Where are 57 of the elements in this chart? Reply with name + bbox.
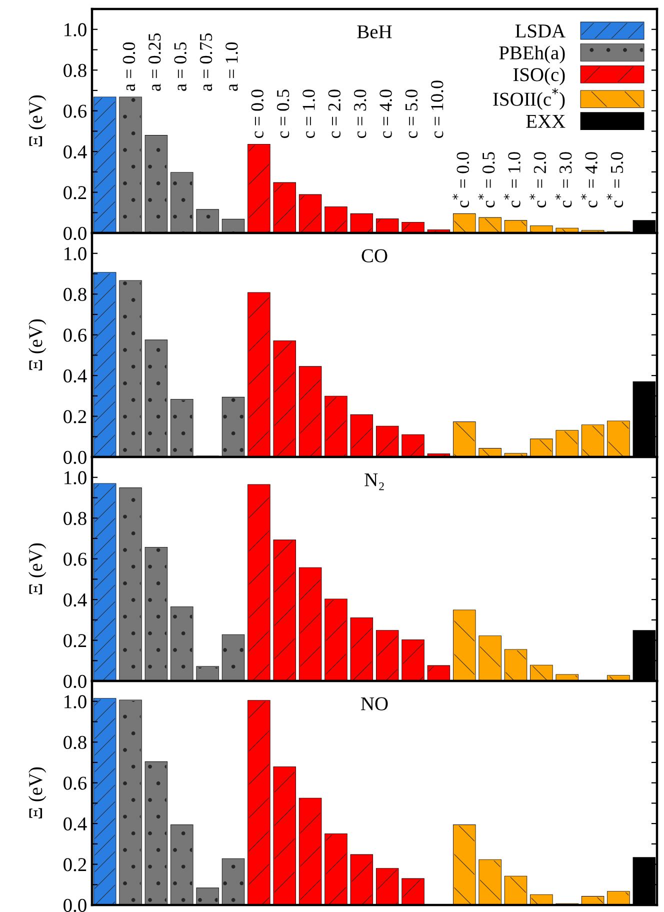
- y-tick-label: 0.0: [64, 226, 86, 240]
- x-tick-label: c = 0.0: [251, 90, 264, 138]
- text: CO: [362, 249, 388, 262]
- y-tick-label: 0.4: [64, 593, 87, 607]
- y-tick-label: 0.2: [64, 186, 86, 200]
- legend-label: LSDA: [515, 24, 566, 38]
- x-tick-label: c = 3.0: [354, 90, 366, 138]
- y-tick-label: 0.4: [64, 369, 87, 383]
- y-tick-label: 0.6: [64, 104, 87, 118]
- legend-label: ISOII(c$^{*}$): [493, 88, 565, 110]
- y-tick-label: 0.8: [64, 64, 86, 78]
- x-tick-label: c = 4.0: [380, 90, 392, 138]
- legend-label: PBEh(a): [499, 46, 565, 64]
- y-tick-label: 1.0: [64, 471, 86, 484]
- x-tick-label: c$^{*}$ = 1.0: [504, 152, 520, 208]
- y-axis-title: Ξ (eV): [28, 543, 46, 594]
- y-tick-label: 1.0: [64, 23, 86, 36]
- x-tick-label: a = 1.0: [226, 42, 238, 91]
- y-tick-label: 0.2: [64, 858, 86, 872]
- x-tick-label: c = 2.0: [328, 90, 341, 138]
- x-tick-label: a = 0.25: [148, 33, 161, 91]
- y-tick-label: 0.8: [64, 512, 86, 526]
- y-tick-label: 0.4: [64, 145, 87, 159]
- text: N₂: [364, 473, 384, 490]
- x-tick-label: c = 1.0: [302, 90, 315, 138]
- y-tick-label: 0.6: [64, 776, 87, 790]
- x-tick-label: c$^{*}$ = 4.0: [580, 152, 598, 208]
- x-tick-label: a = 0.75: [200, 33, 212, 91]
- y-axis-title: Ξ (eV): [28, 319, 46, 370]
- x-tick-label: c = 0.5: [276, 90, 290, 138]
- y-tick-label: 0.0: [64, 450, 86, 464]
- text: NO: [361, 697, 388, 710]
- y-tick-label: 1.0: [64, 695, 86, 708]
- y-axis-title: Ξ (eV): [28, 767, 46, 818]
- x-tick-label: c = 10.0: [431, 80, 444, 138]
- legend-label: ISO(c): [513, 68, 565, 86]
- x-tick-label: c$^{*}$ = 2.0: [530, 152, 546, 208]
- y-tick-label: 0.0: [64, 674, 86, 688]
- y-axis-title: Ξ (eV): [28, 95, 46, 146]
- x-tick-label: c$^{*}$ = 5.0: [606, 152, 624, 208]
- y-tick-label: 0.2: [64, 634, 86, 648]
- y-tick-label: 0.8: [64, 736, 86, 750]
- x-tick-label: c$^{*}$ = 0.5: [478, 152, 495, 208]
- y-tick-label: 0.2: [64, 410, 86, 424]
- x-tick-label: c = 5.0: [405, 90, 418, 138]
- x-tick-label: a = 0.0: [122, 42, 136, 91]
- x-tick-label: c$^{*}$ = 0.0: [452, 152, 470, 208]
- y-tick-label: 0.6: [64, 552, 87, 566]
- legend-label: EXX: [526, 115, 566, 128]
- text: BeH: [357, 25, 392, 38]
- y-tick-label: 0.4: [64, 817, 87, 831]
- x-tick-label: a = 0.5: [174, 42, 186, 91]
- x-tick-label: c$^{*}$ = 3.0: [555, 152, 572, 208]
- y-tick-label: 0.0: [64, 898, 86, 912]
- y-tick-label: 0.6: [64, 328, 87, 342]
- y-tick-label: 1.0: [64, 247, 86, 260]
- y-tick-label: 0.8: [64, 288, 86, 302]
